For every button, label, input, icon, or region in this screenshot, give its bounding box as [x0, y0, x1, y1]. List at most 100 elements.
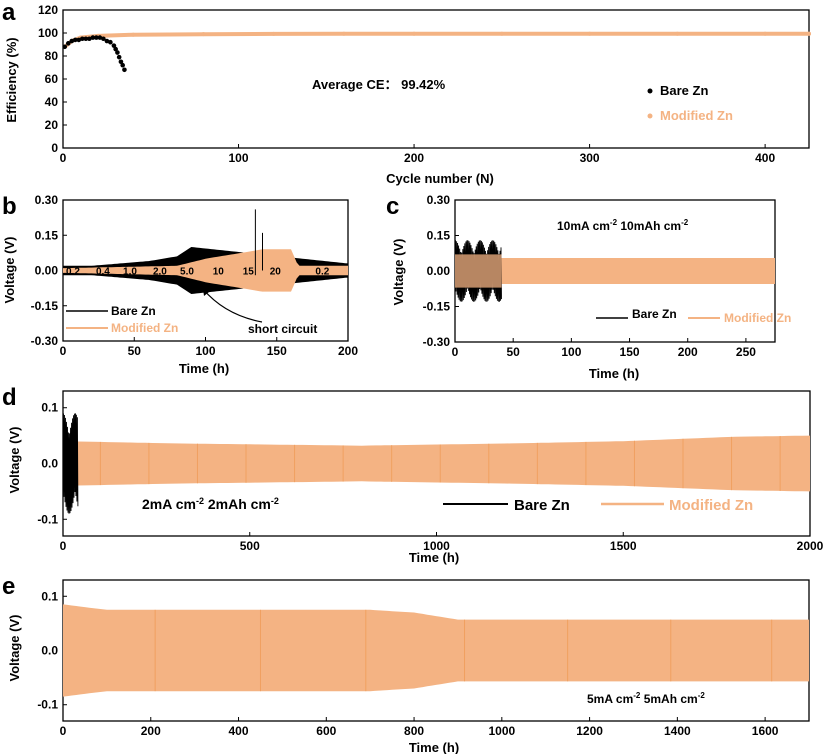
- panel-a-label: a: [2, 0, 16, 26]
- modified-zn-point: [763, 31, 768, 36]
- modified-zn-point: [201, 32, 206, 37]
- rate-label: 10: [213, 267, 225, 278]
- legend-bare-marker: [647, 88, 653, 94]
- bare-zn-point: [104, 38, 110, 44]
- legend-c-modified-label: Modified Zn: [724, 311, 791, 325]
- bare-zn-point: [115, 50, 120, 55]
- rate-label: 2.0: [153, 267, 167, 278]
- panel-a-ytick-label: 120: [38, 3, 58, 17]
- panel-e-xlabel: Time (h): [409, 740, 459, 754]
- bare-zn-point: [122, 67, 127, 73]
- panel-d-ytick-label: 0.0: [41, 457, 58, 471]
- panel-c-xlabel: Time (h): [589, 366, 639, 381]
- rate-label: 0.2: [315, 267, 329, 278]
- panel-b-label: b: [2, 193, 17, 220]
- bare-zn-point: [120, 62, 125, 68]
- panel-c-ytick-label: 0.15: [427, 229, 451, 243]
- panel-c-xtick-label: 100: [561, 345, 581, 359]
- panel-a-ytick-label: 100: [38, 26, 58, 40]
- bare-zn-point: [83, 36, 89, 42]
- panel-a-xtick-label: 200: [404, 151, 424, 165]
- panel-a-ytick-label: 80: [45, 49, 59, 63]
- panel-d: d 0 500 1000 1500 2000 -0.1 0.0 0.1 2mA cm-2 2m…: [2, 384, 824, 565]
- panel-e-xtick-label: 200: [141, 724, 161, 738]
- panel-b: b 0 50 100 150 200-0.30-0.150.000.150.300.2 0…: [2, 193, 358, 376]
- panel-d-plot-area: 0 500 1000 1500 2000 -0.1 0.0 0.1: [37, 390, 824, 553]
- panel-e-xtick-label: 1000: [488, 724, 515, 738]
- panel-e-xtick-label: 800: [404, 724, 424, 738]
- bare-zn-point: [87, 36, 92, 42]
- panel-c-label: c: [386, 193, 399, 220]
- panel-a-xlabel: Cycle number (N): [386, 171, 494, 186]
- modified-zn-point: [341, 31, 346, 36]
- panel-b-ylabel: Voltage (V): [2, 237, 17, 304]
- panel-d-ytick-label: -0.1: [37, 512, 58, 526]
- panel-c-ytick-label: -0.30: [423, 335, 451, 349]
- panel-a-xtick-label: 100: [229, 151, 249, 165]
- panel-a-xtick-label: 0: [60, 151, 67, 165]
- modified-zn-point: [412, 31, 417, 36]
- short-circuit-arrow: [202, 288, 263, 323]
- bare-zn-point: [116, 54, 122, 60]
- panel-c-xtick-label: 150: [620, 345, 640, 359]
- modified-zn-band: [63, 249, 348, 292]
- legend-modified-marker: [647, 113, 653, 119]
- panel-d-xtick-label: 2000: [797, 539, 824, 553]
- panel-e-xtick-label: 600: [316, 724, 336, 738]
- panel-b-xtick-label: 100: [195, 344, 215, 358]
- panel-a-ytick-label: 40: [45, 95, 59, 109]
- bare-zn-point: [69, 38, 75, 44]
- modified-zn-point: [675, 31, 680, 36]
- panel-b-plot-area: 0 50 100 150 200 -0.30 -0.15 0.00 0.15 0.30 0.2 0.4…: [31, 193, 359, 358]
- panel-c-ytick-label: 0.00: [427, 264, 451, 278]
- panel-b-ytick-label: 0.30: [35, 193, 59, 207]
- panel-b-ytick-label: -0.30: [31, 334, 59, 348]
- panel-a-xtick-label: 300: [580, 151, 600, 165]
- panel-a-ytick-label: 60: [45, 72, 59, 86]
- panel-d-xlabel: Time (h): [409, 550, 459, 565]
- panel-e-label: e: [2, 573, 15, 600]
- bare-zn-trace: [62, 413, 79, 514]
- legend-bare-label: Bare Zn: [660, 83, 708, 98]
- short-circuit-arrowhead: [203, 289, 209, 296]
- modified-zn-band: [63, 604, 809, 697]
- panel-e-xtick-label: 400: [229, 724, 249, 738]
- bare-zn-point: [101, 36, 106, 42]
- bare-zn-point: [118, 59, 124, 65]
- panel-c-plot-area: 0 50 100 150 200 250 -0.30 -0.15 0.00 0.15 0.30: [423, 193, 776, 359]
- legend-b-bare-label: Bare Zn: [111, 304, 156, 318]
- panel-a-xtick-label: 400: [755, 151, 775, 165]
- bare-zn-point: [62, 44, 68, 50]
- panel-e-ytick-label: 0.0: [41, 644, 58, 658]
- panel-e-ylabel: Voltage (V): [7, 615, 22, 682]
- panel-e-condition: 5mA cm-2 5mAh cm-2: [587, 691, 705, 706]
- panel-d-xtick-label: 0: [60, 539, 67, 553]
- panel-a-ylabel: Efficiency (%): [4, 37, 19, 122]
- legend-d-modified-label: Modified Zn: [669, 497, 753, 514]
- panel-a-ytick-label: 20: [45, 118, 59, 132]
- bare-zn-point: [108, 39, 113, 45]
- panel-e-ytick-label: 0.1: [41, 589, 58, 603]
- panel-d-xtick-label: 1000: [423, 539, 450, 553]
- panel-d-condition: 2mA cm-2 2mAh cm-2: [142, 496, 279, 512]
- modified-zn-overlay: [455, 254, 502, 288]
- rate-label: 15: [243, 267, 255, 278]
- panel-a-annotation: Average CE： 99.42%: [312, 77, 446, 92]
- rate-label: 0.2: [66, 267, 80, 278]
- panel-b-ytick-label: -0.15: [31, 299, 59, 313]
- legend-modified-label: Modified Zn: [660, 108, 733, 123]
- panel-b-annotation: short circuit: [248, 322, 317, 336]
- panel-b-xtick-label: 150: [267, 344, 287, 358]
- panel-d-ytick-label: 0.1: [41, 401, 58, 415]
- panel-b-ytick-label: 0.15: [35, 228, 59, 242]
- panel-e-ytick-label: -0.1: [37, 698, 58, 712]
- modified-zn-band: [63, 435, 810, 492]
- modified-zn-series: [62, 31, 811, 49]
- panel-c-xtick-label: 250: [736, 345, 756, 359]
- modified-zn-point: [131, 32, 136, 37]
- modified-zn-band: [455, 258, 775, 284]
- modified-zn-point: [499, 31, 504, 36]
- panel-b-ytick-label: 0.00: [35, 264, 59, 278]
- legend-d-bare-label: Bare Zn: [514, 497, 570, 514]
- modified-zn-point: [587, 31, 592, 36]
